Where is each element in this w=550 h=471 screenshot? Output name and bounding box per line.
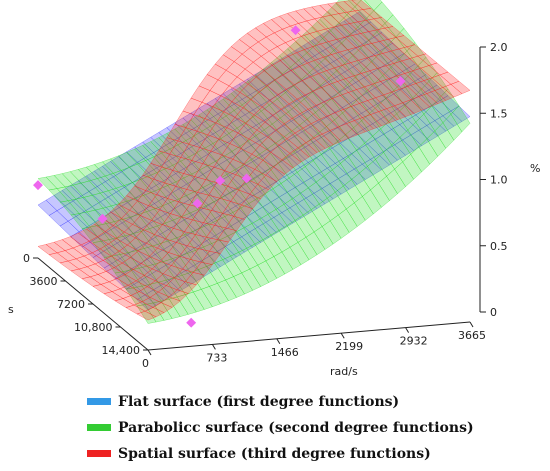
- data-point: [215, 175, 226, 186]
- surface-2-patch: [348, 0, 362, 8]
- data-point: [241, 173, 252, 184]
- z-tick-label: 1.0: [490, 174, 508, 187]
- surface-3-patch: [450, 80, 471, 95]
- x-tick-label: 2932: [400, 335, 428, 348]
- x-tick-label: 2199: [335, 340, 363, 353]
- legend-swatch: [87, 450, 111, 457]
- x-tick-label: 1466: [271, 346, 299, 359]
- x-tick-label: 3665: [458, 329, 486, 342]
- x-tick-label: 733: [206, 351, 227, 364]
- data-point: [97, 213, 108, 224]
- legend-label: Parabolicc surface (second degree functi…: [118, 420, 474, 436]
- y-tick-label: 3600: [30, 275, 58, 288]
- data-point: [186, 317, 197, 328]
- legend: Flat surface (first degree functions) Par…: [87, 394, 474, 462]
- legend-swatch: [87, 398, 111, 405]
- legend-label: Flat surface (first degree functions): [118, 394, 399, 410]
- z-tick-label: 0.5: [490, 240, 508, 253]
- y-tick-label: 0: [23, 252, 30, 265]
- y-tick-label: 7200: [57, 298, 85, 311]
- z-tick-label: 2.0: [490, 41, 508, 54]
- surface-1-patch: [450, 105, 471, 122]
- surface-2-patch: [450, 105, 471, 133]
- y-tick-label: 14,400: [102, 344, 141, 357]
- x-tick-mark: [405, 327, 410, 333]
- z-tick-label: 1.5: [490, 107, 508, 120]
- x-tick-mark: [340, 332, 345, 339]
- data-point: [192, 198, 203, 209]
- x-tick-mark: [211, 344, 216, 350]
- x-tick-mark: [147, 349, 152, 356]
- legend-swatch: [87, 424, 111, 431]
- legend-label: Spatial surface (third degree functions): [118, 446, 431, 462]
- ticks-layer: 0 733 1466 2199 2932 366503600720010,80014,40…: [23, 41, 508, 370]
- x-tick-mark: [276, 338, 281, 345]
- data-point: [33, 180, 43, 191]
- y-tick-label: 10,800: [74, 321, 113, 334]
- surface-layer: [37, 0, 471, 324]
- x-axis-line: [147, 321, 471, 351]
- x-tick-label: 0: [142, 357, 149, 370]
- z-tick-label: 0: [490, 306, 497, 319]
- x-axis-title: rad/s: [330, 365, 358, 378]
- surface-3: [37, 0, 471, 321]
- y-axis-title: s: [8, 303, 14, 316]
- x-tick-mark: [469, 321, 474, 328]
- z-axis-title: %: [530, 162, 540, 175]
